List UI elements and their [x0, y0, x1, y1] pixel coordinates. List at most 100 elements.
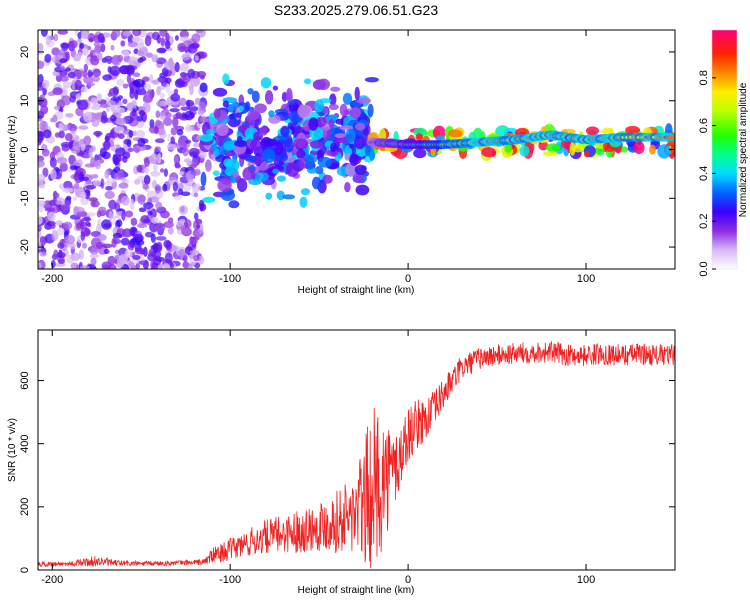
snr-ticks: -200 -100 0 100 0 200 400 600: [19, 330, 675, 586]
spectrogram-blob: [601, 127, 613, 136]
spectrogram-blob: [481, 147, 496, 158]
spectrogram-blob: [103, 140, 111, 151]
spectrogram-blob: [185, 126, 193, 131]
spectrogram-blob: [101, 219, 112, 230]
spectrogram-blob: [58, 122, 64, 131]
spectrogram-blob: [169, 30, 179, 33]
spectrogram-blob: [59, 162, 68, 172]
spectrogram-blob: [317, 156, 333, 168]
spectrogram-blob: [80, 86, 89, 93]
spectrogram-blob: [38, 159, 45, 168]
spectrogram-blob: [153, 126, 159, 135]
spectrogram-blob: [159, 92, 165, 99]
spectrogram-blob: [328, 103, 339, 111]
spectrogram-blob: [165, 32, 170, 42]
spectrogram-blob: [272, 85, 279, 91]
spectrogram-heatmap: [38, 30, 675, 269]
spectrogram-blob: [122, 83, 129, 89]
spectrogram-blob: [65, 67, 71, 72]
spectrogram-blob: [74, 70, 85, 77]
spectrogram-blob: [154, 184, 161, 194]
spectrogram-blob: [308, 117, 319, 131]
spectrogram-blob: [142, 102, 151, 113]
spectrogram-blob: [334, 133, 346, 139]
spectrogram-blob: [85, 212, 96, 217]
spectrogram-blob: [187, 265, 193, 269]
spectrogram-blob: [89, 254, 100, 259]
spectrogram-blob: [100, 178, 105, 189]
spectrogram-blob: [284, 137, 294, 153]
spectrogram-blob: [108, 210, 113, 221]
colorbar-tick-label: 0.4: [698, 166, 710, 181]
spectrogram-blob: [293, 138, 309, 150]
spectrogram-blob: [156, 34, 161, 44]
spectrogram-blob: [184, 110, 194, 121]
spectrogram-blob: [205, 159, 212, 172]
spectrogram-blob: [151, 54, 159, 63]
spectrogram-blob: [250, 139, 262, 151]
spectrogram-blob: [72, 139, 80, 151]
spectrogram-blob: [137, 50, 145, 57]
spectrogram-blob: [131, 36, 140, 43]
spectrogram-blob: [193, 142, 200, 148]
snr-frame: [37, 329, 676, 571]
spectrogram-blob: [247, 88, 254, 95]
spectrogram-blob: [114, 202, 121, 211]
spectrogram-blob: [129, 198, 135, 210]
spectrogram-blob: [142, 183, 149, 190]
spectrogram-blob: [45, 35, 51, 46]
spectrogram-blob: [143, 218, 151, 224]
spectrogram-blob: [177, 81, 188, 88]
spectrogram-blob: [191, 183, 201, 193]
spectrogram-blob: [232, 170, 239, 178]
y-tick-label: 400: [19, 435, 31, 453]
spectrogram-blob: [144, 231, 154, 238]
spectrogram-blob: [223, 141, 236, 151]
spectrogram-blob: [60, 42, 70, 49]
spectrogram-blob: [355, 122, 366, 131]
spectrogram-blob: [124, 249, 133, 258]
spectrogram-blob: [110, 104, 122, 113]
spectrogram-blob: [154, 138, 165, 143]
spectrogram-blob: [194, 212, 199, 221]
spectrogram-blob: [44, 207, 56, 212]
spectrogram-blob: [51, 47, 60, 56]
spectrogram-blob: [79, 191, 87, 199]
spectrogram-blob: [117, 169, 125, 180]
colorbar-ticks: 0.0 0.2 0.4 0.6 0.8: [698, 70, 716, 277]
spectrogram-blob: [188, 84, 194, 96]
colorbar: 0.0 0.2 0.4 0.6 0.8 Normalized spectral ampl…: [698, 29, 749, 277]
x-tick-label: 0: [405, 574, 411, 586]
snr-y-axis-label: SNR (10 * v/v): [7, 418, 18, 482]
spectrogram-blob: [350, 106, 361, 119]
spectrogram-blob: [38, 133, 44, 144]
spectrogram-blob: [585, 126, 600, 136]
spectrogram-blob: [115, 117, 127, 126]
spectrogram-blob: [49, 157, 57, 168]
spectrogram-blob: [212, 170, 220, 176]
spectrogram-blob: [81, 217, 92, 222]
spectrogram-blob: [90, 105, 102, 111]
spectrogram-blob: [54, 105, 61, 111]
spectrogram-blob: [356, 97, 372, 104]
spectrogram-blob: [96, 52, 103, 61]
spectrogram-blob: [87, 82, 95, 87]
spectrogram-blob: [135, 129, 146, 138]
spectrogram-blob: [101, 151, 111, 160]
spectrogram-blob: [150, 170, 161, 177]
spectrogram-blob: [40, 30, 48, 37]
spectrogram-blob: [280, 125, 290, 138]
spectrogram-blob: [276, 190, 285, 201]
spectrogram-blob: [38, 97, 48, 108]
snr-plot-area: [38, 340, 675, 569]
spectrogram-blob: [415, 133, 424, 142]
y-tick-label: -10: [19, 190, 31, 206]
spectrogram-blob: [95, 132, 101, 138]
spectrogram-blob: [326, 149, 339, 157]
spectrogram-blob: [74, 182, 80, 190]
spectrogram-blob: [649, 144, 656, 155]
spectrogram-blob: [93, 179, 101, 187]
spectrogram-blob: [152, 163, 159, 172]
